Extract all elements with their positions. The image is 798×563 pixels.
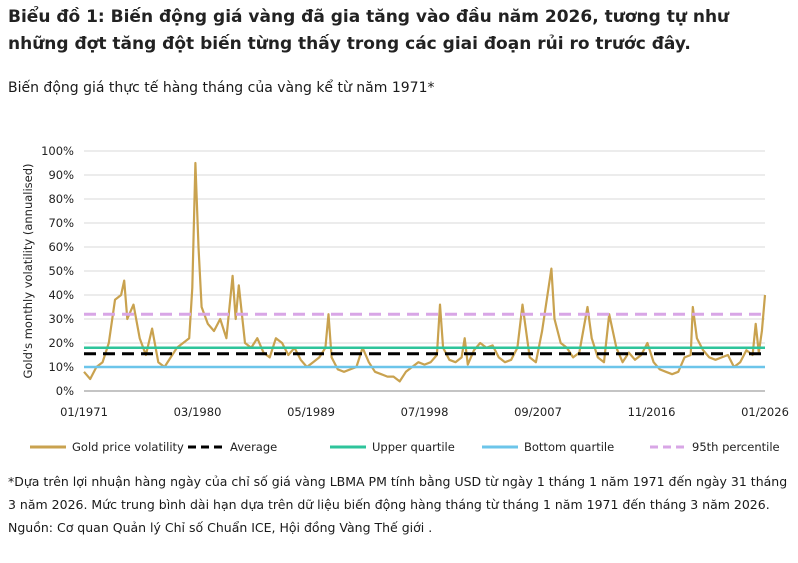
title-line: Biểu đồ 1: Biến động giá vàng đã gia tăn… [8,7,730,27]
source: Nguồn: Cơ quan Quản lý Chỉ số Chuẩn ICE,… [8,520,433,535]
y-tick-label: 50% [48,264,74,278]
x-tick-label: 07/1998 [401,405,449,419]
legend-label: Average [230,440,277,454]
note: *Dựa trên lợi nhuận hàng ngày của chỉ số… [8,474,788,512]
y-tick-label: 0% [56,384,74,398]
y-tick-label: 100% [41,144,74,158]
chart: 0% 10% 20% 30% 40% 50% 60% 70% 80% 90% 100% 01/1971… [21,144,789,454]
line-series [83,161,767,383]
footer: *Dựa trên lợi nhuận hàng ngày của chỉ số… [8,470,788,539]
y-tick-label: 60% [48,240,74,254]
x-tick-label: 03/1980 [174,405,222,419]
subtitle: Biến động giá thực tế hàng tháng của vàn… [8,80,435,96]
x-tick-label: 09/2007 [514,405,562,419]
y-tick-label: 10% [48,360,74,374]
y-axis-label: Gold's monthly volatility (annualised) [21,163,35,378]
legend-label: Bottom quartile [524,440,614,454]
x-tick-label: 01/2026 [741,405,789,419]
title: Biểu đồ 1: Biến động giá vàng đã gia tăn… [8,4,729,58]
y-tick-label: 80% [48,192,74,206]
legend-label: Upper quartile [372,440,455,454]
x-tick-label: 01/1971 [60,405,108,419]
title-line: những đợt tăng đột biến từng thấy trong … [8,34,691,54]
x-tick-label: 11/2016 [628,405,676,419]
legend-label: Gold price volatility [72,440,184,454]
x-tick-label: 05/1989 [287,405,335,419]
legend-label: 95th percentile [692,440,780,454]
y-tick-label: 70% [48,216,74,230]
y-tick-label: 20% [48,336,74,350]
y-tick-label: 90% [48,168,74,182]
y-tick-label: 40% [48,288,74,302]
y-tick-label: 30% [48,312,74,326]
